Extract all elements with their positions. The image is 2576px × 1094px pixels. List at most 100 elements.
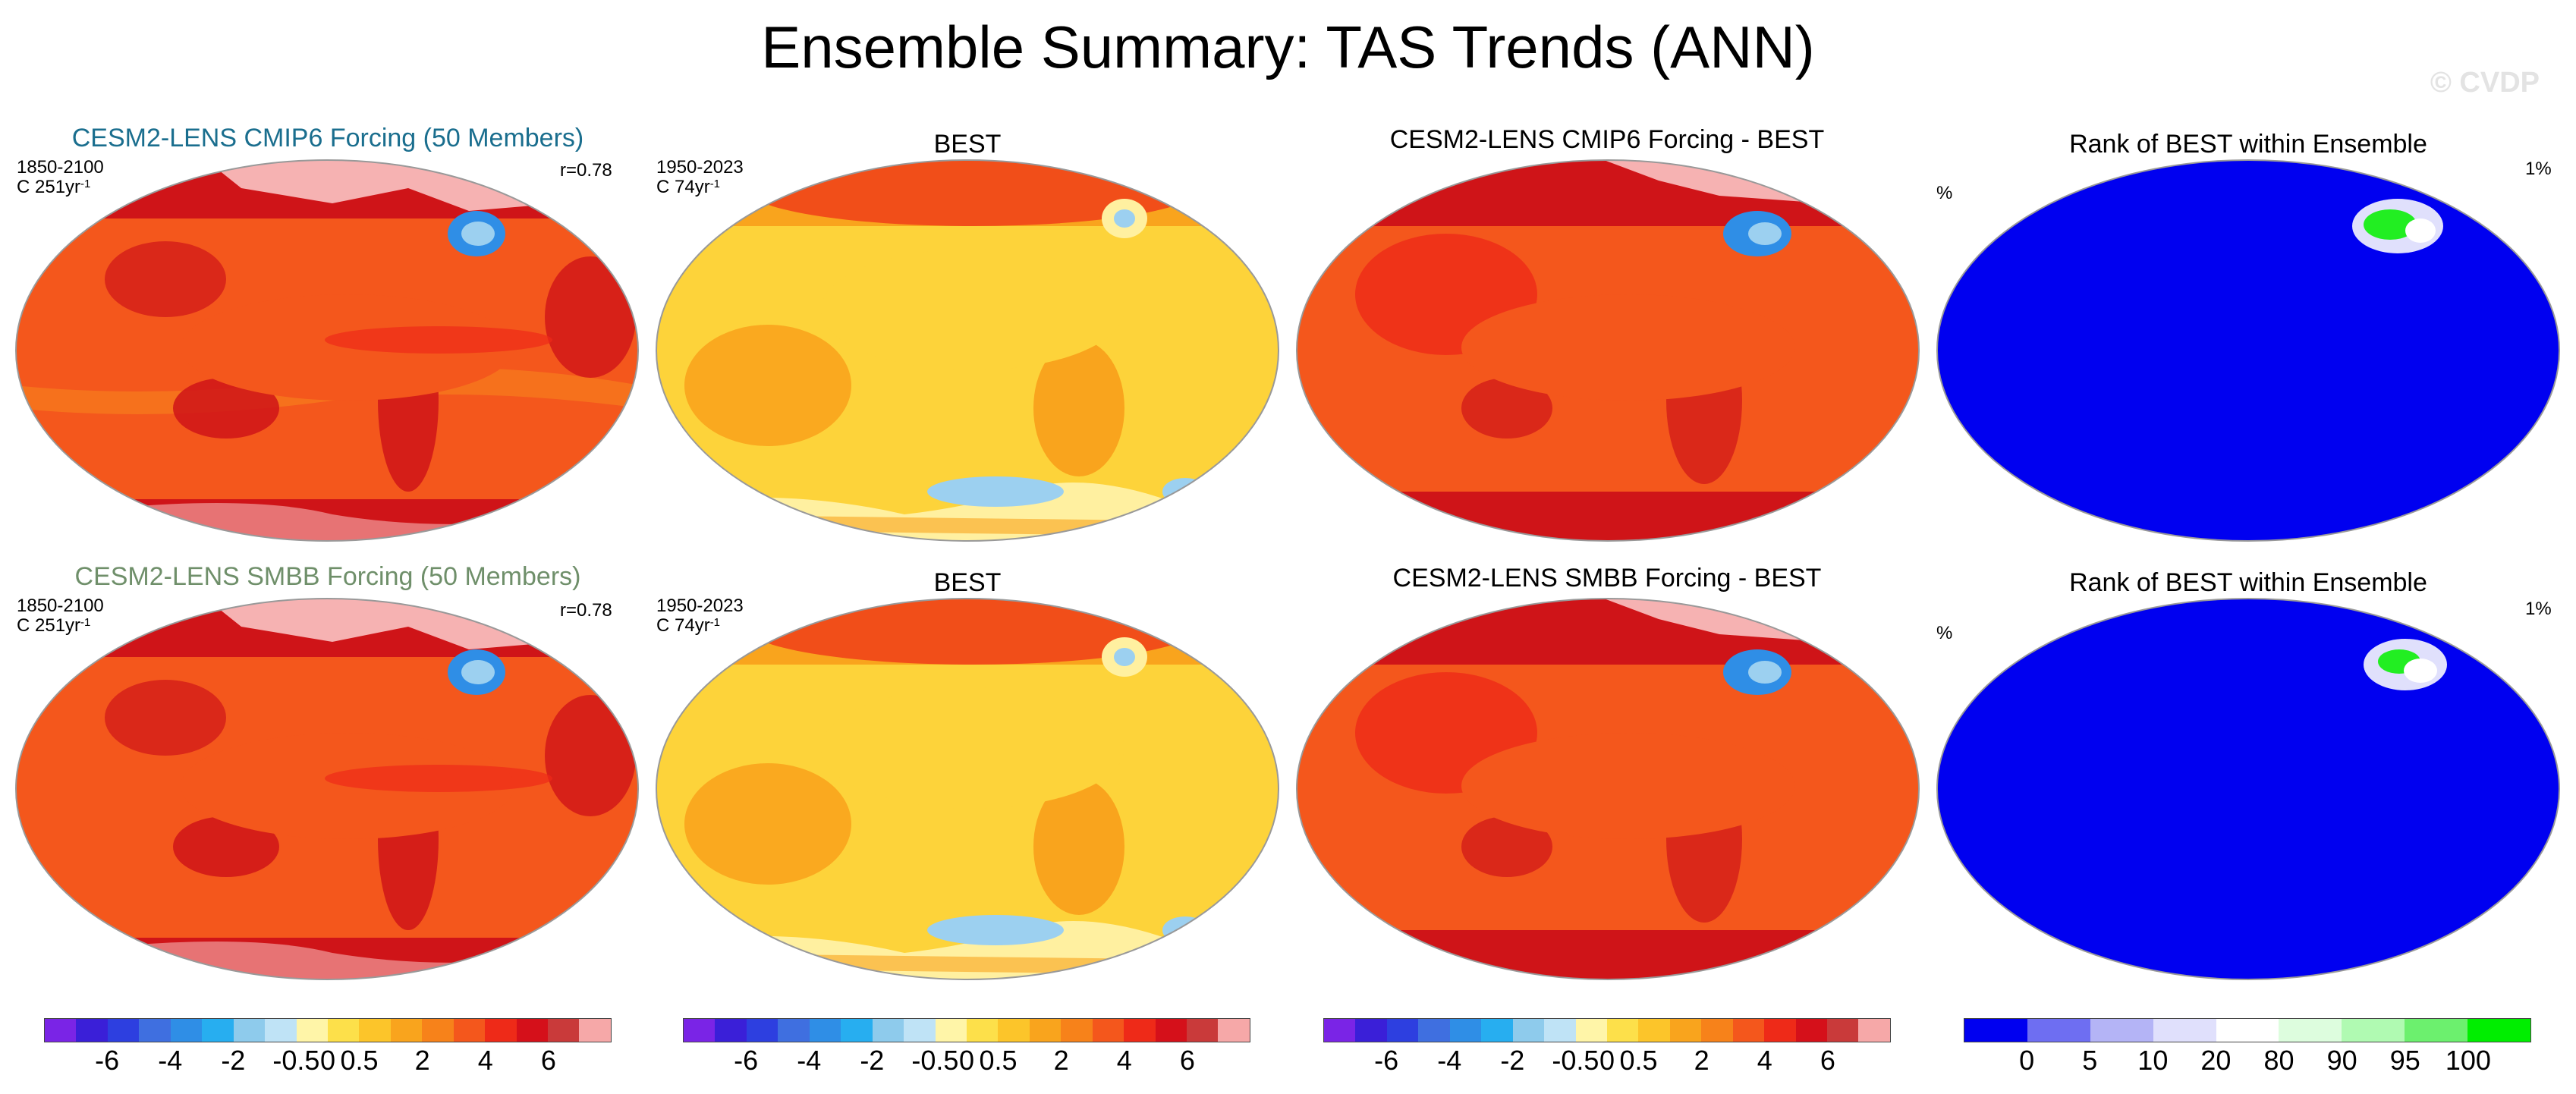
colorbar-trend xyxy=(683,1018,1250,1042)
colorbar-swatch xyxy=(453,1019,486,1042)
colorbar-swatch xyxy=(516,1019,548,1042)
colorbar-swatch xyxy=(139,1019,171,1042)
panel-title-best: BEST xyxy=(933,130,1002,159)
colorbar-swatch xyxy=(1355,1019,1387,1042)
rank-percent-label: 1% xyxy=(2525,159,2552,179)
period-label: 1950-2023 xyxy=(656,596,744,616)
colorbar-swatch xyxy=(872,1019,904,1042)
figure-title: Ensemble Summary: TAS Trends (ANN) xyxy=(761,14,1815,80)
colorbar-tick-label: 2 xyxy=(414,1045,430,1076)
colorbar-swatch xyxy=(778,1019,810,1042)
colorbar-swatch xyxy=(746,1019,778,1042)
colorbar-trend-ticks: -6 -4 -2 -0.5 0 0.5 2 4 6 xyxy=(683,1044,1250,1077)
colorbar-tick-label: 6 xyxy=(1179,1045,1195,1076)
colorbar-swatch xyxy=(233,1019,266,1042)
colorbar-swatch xyxy=(1124,1019,1156,1042)
colorbar-swatch xyxy=(1606,1019,1639,1042)
colorbar-tick-label: 0 xyxy=(319,1045,336,1076)
trend-units-label: C 74yr-1 xyxy=(656,177,721,197)
colorbar-swatch xyxy=(2342,1019,2405,1042)
period-label: 1950-2023 xyxy=(656,157,744,178)
colorbar-swatch xyxy=(1324,1019,1356,1042)
colorbar-tick-label: 0.5 xyxy=(340,1045,379,1076)
map-rank-of-best xyxy=(1936,598,2560,980)
colorbar-swatch xyxy=(684,1019,716,1042)
panel-title-rank: Rank of BEST within Ensemble xyxy=(2069,130,2427,159)
colorbar-swatch xyxy=(1418,1019,1450,1042)
colorbar-tick-label: 4 xyxy=(477,1045,493,1076)
pattern-correlation-label: r=0.78 xyxy=(560,160,612,181)
panel-title-cmip6-ensemble: CESM2-LENS CMIP6 Forcing (50 Members) xyxy=(71,124,584,152)
colorbar-tick-label: 0 xyxy=(1599,1045,1615,1076)
panel-title-best: BEST xyxy=(933,568,1002,597)
colorbar-swatch xyxy=(265,1019,297,1042)
panel-title-cmip6-minus-best: CESM2-LENS CMIP6 Forcing - BEST xyxy=(1389,125,1825,154)
colorbar-swatch xyxy=(422,1019,454,1042)
colorbar-swatch xyxy=(170,1019,203,1042)
colorbar-swatch xyxy=(1061,1019,1093,1042)
colorbar-tick-label: 90 xyxy=(2326,1045,2357,1076)
colorbar-tick-label: -2 xyxy=(221,1045,246,1076)
colorbar-tick-label: -0.5 xyxy=(1552,1045,1599,1076)
colorbar-swatch xyxy=(935,1019,967,1042)
colorbar-tick-label: 80 xyxy=(2263,1045,2294,1076)
colorbar-swatch xyxy=(1386,1019,1419,1042)
colorbar-swatch xyxy=(2090,1019,2153,1042)
colorbar-tick-label: 6 xyxy=(1820,1045,1835,1076)
colorbar-swatch xyxy=(2153,1019,2216,1042)
trend-units-label: C 251yr-1 xyxy=(17,615,91,636)
colorbar-swatch xyxy=(1092,1019,1124,1042)
colorbar-tick-label: 0.5 xyxy=(979,1045,1018,1076)
colorbar-tick-label: 2 xyxy=(1694,1045,1709,1076)
map-smbb-ensemble-mean xyxy=(15,598,639,980)
colorbar-swatch xyxy=(2027,1019,2090,1042)
trend-units-label: C 74yr-1 xyxy=(656,615,721,636)
colorbar-swatch xyxy=(390,1019,423,1042)
colorbar-tick-label: -0.5 xyxy=(272,1045,320,1076)
colorbar-swatch xyxy=(1575,1019,1607,1042)
colorbar-tick-label: -6 xyxy=(1374,1045,1399,1076)
colorbar-swatch xyxy=(998,1019,1030,1042)
colorbar-swatch xyxy=(966,1019,999,1042)
colorbar-swatch xyxy=(1187,1019,1219,1042)
colorbar-swatch xyxy=(107,1019,140,1042)
colorbar-swatch xyxy=(841,1019,873,1042)
colorbar-swatch xyxy=(1732,1019,1765,1042)
colorbar-tick-label: 100 xyxy=(2445,1045,2491,1076)
pattern-correlation-label: r=0.78 xyxy=(560,600,612,621)
rank-percent-label: % xyxy=(1936,183,1953,203)
colorbar-tick-label: 2 xyxy=(1053,1045,1069,1076)
colorbar-swatch xyxy=(1155,1019,1187,1042)
colorbar-tick-label: -0.5 xyxy=(911,1045,959,1076)
colorbar-swatch xyxy=(1544,1019,1576,1042)
colorbar-tick-label: 0 xyxy=(958,1045,975,1076)
colorbar-swatch xyxy=(1449,1019,1482,1042)
map-best-observed xyxy=(656,159,1279,542)
panel-title-smbb-minus-best: CESM2-LENS SMBB Forcing - BEST xyxy=(1392,564,1822,593)
colorbar-tick-label: 4 xyxy=(1757,1045,1772,1076)
colorbar-tick-label: 0.5 xyxy=(1619,1045,1658,1076)
colorbar-swatch xyxy=(904,1019,936,1042)
colorbar-swatch xyxy=(2467,1019,2531,1042)
colorbar-swatch xyxy=(2216,1019,2279,1042)
colorbar-swatch xyxy=(1029,1019,1062,1042)
colorbar-swatch xyxy=(76,1019,108,1042)
rank-percent-label: 1% xyxy=(2525,599,2552,619)
colorbar-tick-label: 20 xyxy=(2200,1045,2232,1076)
colorbar-tick-label: -6 xyxy=(734,1045,759,1076)
colorbar-tick-label: 10 xyxy=(2137,1045,2169,1076)
colorbar-swatch xyxy=(359,1019,391,1042)
colorbar-rank xyxy=(1964,1018,2531,1042)
map-smbb-minus-best xyxy=(1296,598,1920,980)
colorbar-swatch xyxy=(1638,1019,1670,1042)
colorbar-trend-ticks: -6 -4 -2 -0.5 0 0.5 2 4 6 xyxy=(44,1044,612,1077)
colorbar-swatch xyxy=(809,1019,841,1042)
colorbar-swatch xyxy=(202,1019,234,1042)
colorbar-tick-label: -4 xyxy=(158,1045,183,1076)
map-best-observed xyxy=(656,598,1279,980)
colorbar-tick-label: -2 xyxy=(860,1045,885,1076)
colorbar-tick-label: 6 xyxy=(540,1045,556,1076)
colorbar-tick-label: -6 xyxy=(95,1045,120,1076)
colorbar-swatch xyxy=(1669,1019,1702,1042)
colorbar-swatch xyxy=(296,1019,328,1042)
